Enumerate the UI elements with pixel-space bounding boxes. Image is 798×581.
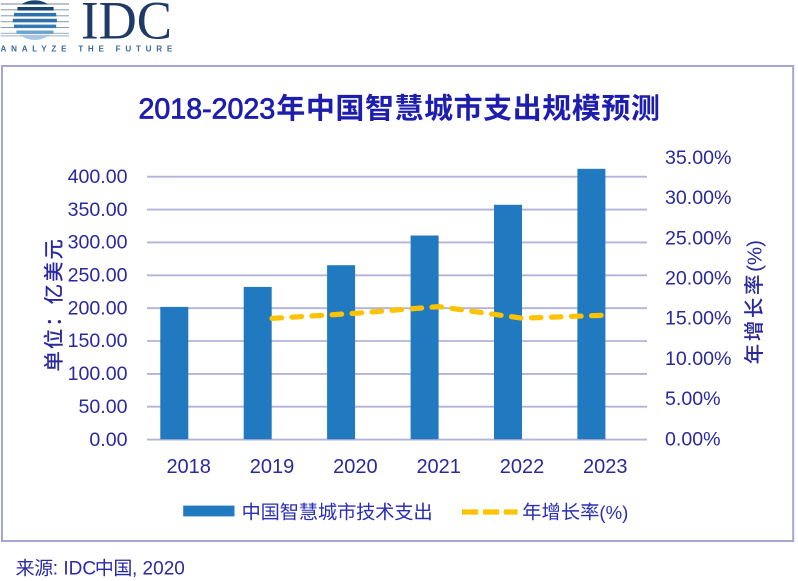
- svg-text:250.00: 250.00: [68, 265, 128, 287]
- svg-text:20.00%: 20.00%: [665, 268, 731, 290]
- svg-text:2021: 2021: [416, 456, 461, 478]
- svg-text:2019: 2019: [250, 456, 295, 478]
- svg-text:0.00: 0.00: [89, 429, 127, 451]
- svg-text:150.00: 150.00: [68, 330, 128, 352]
- svg-text:: IDC: : IDC: [53, 559, 96, 580]
- svg-text:35.00%: 35.00%: [665, 147, 731, 169]
- svg-text:50.00: 50.00: [78, 396, 127, 418]
- svg-text:350.00: 350.00: [68, 199, 128, 221]
- svg-text:2023: 2023: [583, 456, 628, 478]
- svg-text:2018: 2018: [166, 456, 211, 478]
- svg-text:ANALYZE THE FUTURE: ANALYZE THE FUTURE: [1, 44, 177, 53]
- svg-text:IDC: IDC: [81, 0, 172, 51]
- svg-text:(%): (%): [599, 502, 628, 523]
- svg-text:(%): (%): [743, 240, 766, 272]
- svg-text:0.00%: 0.00%: [665, 428, 721, 450]
- svg-text:30.00%: 30.00%: [665, 187, 731, 209]
- svg-text:2018-2023: 2018-2023: [139, 93, 276, 125]
- svg-text:2022: 2022: [500, 456, 545, 478]
- svg-text:2020: 2020: [333, 456, 378, 478]
- svg-text:10.00%: 10.00%: [665, 348, 731, 370]
- svg-text:300.00: 300.00: [68, 232, 128, 254]
- svg-text:200.00: 200.00: [68, 297, 128, 319]
- svg-text:25.00%: 25.00%: [665, 227, 731, 249]
- svg-text:100.00: 100.00: [68, 363, 128, 385]
- svg-text:, 2020: , 2020: [132, 559, 185, 580]
- svg-text:400.00: 400.00: [68, 166, 128, 188]
- svg-text:15.00%: 15.00%: [665, 308, 731, 330]
- svg-text:5.00%: 5.00%: [665, 388, 721, 410]
